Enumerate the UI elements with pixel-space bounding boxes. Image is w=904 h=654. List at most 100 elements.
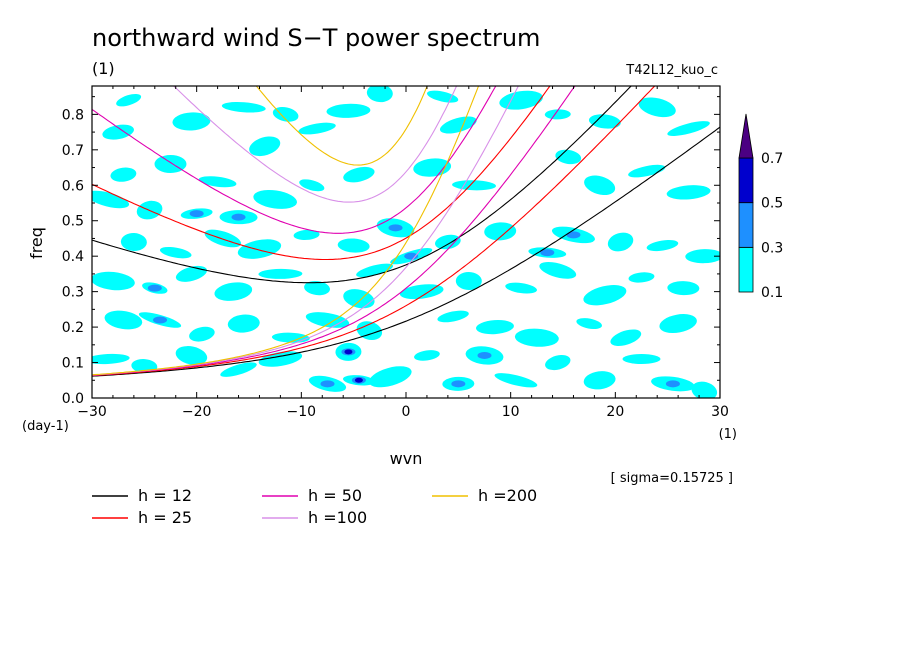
contour-spot [452, 180, 497, 191]
contour-spot [227, 314, 260, 333]
contour-spot [435, 234, 461, 250]
contour-spot [583, 371, 616, 390]
contour-spot [214, 282, 253, 301]
contour-spot-mid [147, 284, 162, 292]
contour-spot [505, 282, 537, 294]
dispersion-curve-gravity [255, 86, 428, 166]
contour-spot [555, 149, 582, 165]
legend-label: h = 12 [138, 486, 192, 505]
x-tick-label: −30 [77, 404, 107, 420]
contour-spot [198, 176, 237, 188]
legend: h = 12 h = 25 h = 50 h =100 h =200 [92, 486, 537, 527]
chart-subtitle-right: T42L12_kuo_c [625, 63, 718, 78]
dispersion-curve-mrg [92, 86, 480, 376]
contour-spot [249, 136, 281, 157]
chart-subtitle-left: (1) [92, 59, 115, 78]
contour-spot-mid [477, 351, 492, 359]
contour-spot-mid [231, 213, 246, 221]
contour-spot [175, 265, 207, 282]
colorbar-label: 0.3 [761, 240, 783, 256]
colorbar-segment [738, 246, 754, 293]
y-tick-label: 0.3 [62, 285, 84, 301]
contour-spot-mid [451, 380, 466, 388]
contour-spot [237, 239, 282, 259]
y-tick-label: 0.0 [62, 391, 84, 407]
contour-spot [293, 229, 320, 240]
contour-spot [272, 107, 299, 122]
dispersion-curve-gravity [172, 86, 458, 203]
colorbar-label: 0.7 [761, 151, 783, 167]
contour-spot [92, 190, 130, 209]
contour-spot [258, 268, 303, 279]
contour-spot [494, 373, 538, 388]
contour-spot [253, 190, 297, 209]
contour-spot-mid [320, 380, 335, 388]
contour-spot [368, 366, 412, 388]
contour-spot [221, 102, 266, 113]
contour-spot [622, 354, 661, 364]
contour-spot [691, 381, 718, 398]
contour-spot [666, 185, 711, 200]
contour-spot [646, 240, 679, 252]
contour-spot [326, 103, 371, 118]
contour-spot [545, 355, 571, 371]
contour-spot [116, 93, 142, 107]
contour-spot [104, 310, 143, 330]
legend-label: h =100 [308, 508, 367, 527]
contour-spot [439, 116, 477, 134]
contour-spot [220, 362, 257, 377]
colorbar-extend-arrow [738, 113, 754, 159]
y-tick-label: 0.2 [62, 320, 84, 336]
contour-spot [544, 109, 571, 120]
contour-spot [343, 166, 375, 183]
contour-spot [667, 281, 700, 296]
colorbar-label: 0.5 [761, 196, 783, 212]
power-contours [92, 86, 720, 398]
x-tick-label: 0 [402, 404, 411, 420]
contour-spot [514, 328, 559, 347]
contour-spot [189, 326, 215, 342]
y-tick-label: 0.1 [62, 356, 84, 372]
y-tick-label: 0.8 [62, 107, 84, 123]
contour-spot-mid [404, 252, 419, 260]
contour-spot-mid [665, 380, 680, 388]
contour-spot [638, 97, 676, 118]
contour-spot [607, 232, 634, 252]
contour-spot [399, 284, 444, 300]
contour-spot [299, 179, 325, 192]
y-axis-label: freq [27, 227, 46, 259]
colorbar-label: 0.1 [761, 285, 783, 301]
sigma-text: [ sigma=0.15725 ] [611, 471, 733, 486]
legend-label: h =200 [478, 486, 537, 505]
contour-spot [584, 175, 616, 196]
x-tick-label: −20 [182, 404, 212, 420]
contour-spot-mid [566, 231, 581, 239]
dispersion-curve-gravity [92, 86, 551, 261]
contour-spot [667, 121, 710, 137]
y-tick-label: 0.6 [62, 178, 84, 194]
contour-spot [92, 353, 130, 365]
contour-spot [499, 90, 543, 110]
contour-spot [685, 249, 720, 264]
contour-spot-mid [189, 210, 204, 218]
contour-spot [159, 246, 192, 259]
x-axis-label: wvn [390, 449, 423, 468]
dispersion-curve-gravity [92, 86, 632, 284]
axis-ticks: −30 −20 −10 0 10 20 30 0.0 0.1 0.2 0.3 0.4 0.5 0.6 0.7… [62, 86, 729, 420]
contour-spot [110, 167, 137, 182]
contour-spot [476, 319, 514, 335]
colorbar-segment [738, 202, 754, 248]
contour-spot [414, 350, 440, 361]
contour-spot [154, 154, 187, 174]
legend-label: h = 50 [308, 486, 362, 505]
contour-spot [437, 310, 469, 323]
colorbar: 0.1 0.3 0.5 0.7 [738, 113, 783, 301]
contour-spot [588, 114, 621, 129]
dispersion-curve-gravity [92, 86, 497, 234]
contour-spot-mid [388, 224, 403, 232]
contour-spot [610, 329, 642, 346]
contour-spot [366, 86, 393, 103]
x-axis-unit: (1) [719, 427, 737, 442]
contour-spot [455, 271, 482, 291]
